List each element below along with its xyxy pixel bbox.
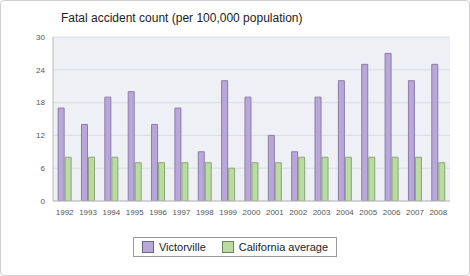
svg-text:1994: 1994 [102, 208, 120, 217]
svg-text:2001: 2001 [266, 208, 284, 217]
svg-text:6: 6 [41, 164, 46, 173]
svg-text:0: 0 [41, 197, 46, 206]
svg-text:2004: 2004 [336, 208, 354, 217]
svg-text:2003: 2003 [313, 208, 331, 217]
svg-text:2008: 2008 [429, 208, 447, 217]
svg-text:1996: 1996 [149, 208, 167, 217]
svg-text:1992: 1992 [56, 208, 74, 217]
html-text:California average: California average [238, 241, 329, 253]
svg-text:30: 30 [36, 33, 45, 42]
svg-text:1993: 1993 [79, 208, 97, 217]
svg-text:1995: 1995 [126, 208, 144, 217]
svg-text:2007: 2007 [406, 208, 424, 217]
svg-text:18: 18 [36, 98, 45, 107]
svg-text:12: 12 [36, 131, 45, 140]
svg-text:2000: 2000 [243, 208, 261, 217]
svg-text:1999: 1999 [219, 208, 237, 217]
html-text:Fatal accident count (per 100,: Fatal accident count (per 100,000 popula… [61, 11, 303, 25]
svg-text:2002: 2002 [289, 208, 307, 217]
svg-text:2006: 2006 [383, 208, 401, 217]
svg-text:24: 24 [36, 66, 45, 75]
svg-text:2005: 2005 [359, 208, 377, 217]
svg-text:1998: 1998 [196, 208, 214, 217]
svg-text:1997: 1997 [173, 208, 191, 217]
html-text:Victorville: Victorville [158, 241, 206, 253]
